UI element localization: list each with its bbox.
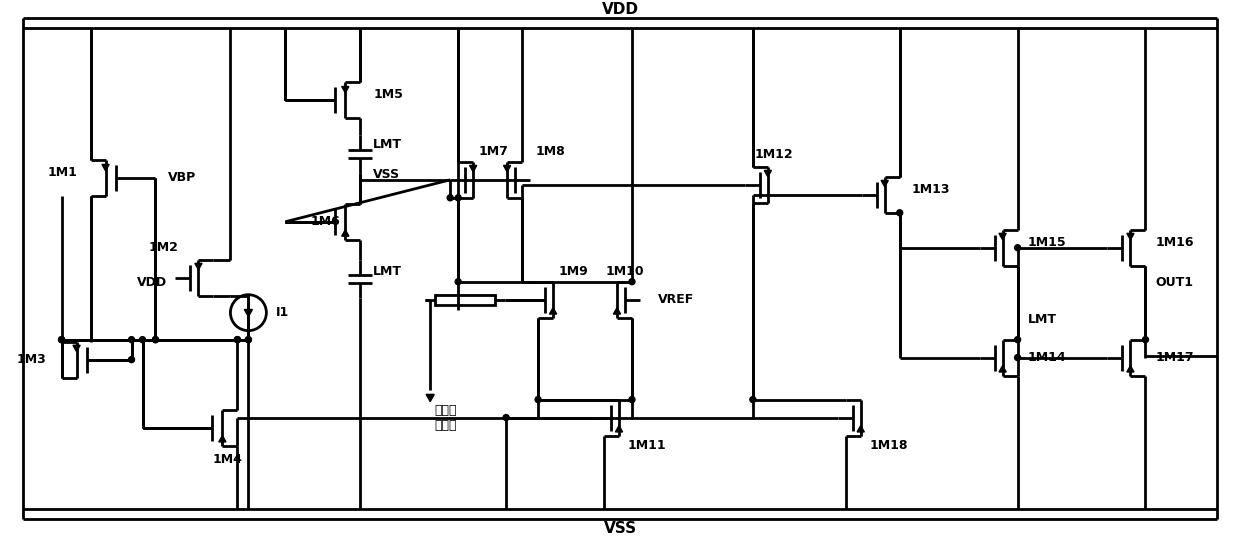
Circle shape	[897, 210, 903, 216]
Text: VBP: VBP	[167, 171, 196, 185]
Circle shape	[129, 357, 134, 363]
Text: 1M4: 1M4	[212, 453, 242, 466]
Circle shape	[58, 337, 64, 343]
Text: I1: I1	[277, 306, 290, 319]
Circle shape	[234, 337, 241, 343]
Text: 1M15: 1M15	[1028, 236, 1066, 249]
Circle shape	[1014, 355, 1021, 360]
Polygon shape	[615, 426, 622, 432]
Polygon shape	[882, 180, 888, 187]
Text: OUT1: OUT1	[1156, 276, 1193, 289]
Circle shape	[503, 415, 510, 421]
Polygon shape	[73, 345, 81, 352]
Text: 1M8: 1M8	[536, 145, 565, 158]
Circle shape	[455, 279, 461, 285]
Polygon shape	[342, 230, 348, 236]
Polygon shape	[764, 171, 771, 177]
Text: VDD: VDD	[601, 3, 639, 18]
Polygon shape	[195, 263, 202, 270]
Text: 1M10: 1M10	[605, 265, 645, 278]
Circle shape	[448, 195, 453, 201]
Text: 1M6: 1M6	[310, 215, 340, 228]
Circle shape	[1014, 245, 1021, 251]
Circle shape	[1142, 337, 1148, 343]
Polygon shape	[470, 165, 476, 172]
Polygon shape	[1127, 366, 1135, 372]
Text: 1M14: 1M14	[1028, 351, 1066, 364]
Text: 1M13: 1M13	[911, 183, 950, 196]
Polygon shape	[244, 309, 253, 317]
Text: 1M18: 1M18	[869, 439, 908, 452]
Text: 1M9: 1M9	[558, 265, 588, 278]
Polygon shape	[549, 308, 557, 314]
Polygon shape	[342, 87, 348, 93]
Text: VDD: VDD	[138, 276, 167, 289]
Polygon shape	[614, 308, 620, 314]
Text: 1M12: 1M12	[755, 148, 794, 161]
Bar	[435, 295, 495, 305]
Circle shape	[129, 337, 134, 343]
Circle shape	[536, 397, 541, 402]
Polygon shape	[218, 436, 226, 442]
Text: 1M1: 1M1	[47, 166, 78, 179]
Circle shape	[153, 337, 159, 343]
Circle shape	[153, 337, 159, 343]
Circle shape	[629, 279, 635, 285]
Text: 1M17: 1M17	[1156, 351, 1194, 364]
Text: 1M2: 1M2	[149, 241, 179, 254]
Circle shape	[455, 195, 461, 201]
Polygon shape	[857, 426, 864, 432]
Circle shape	[1014, 337, 1021, 343]
Circle shape	[58, 337, 64, 343]
Text: 1M16: 1M16	[1156, 236, 1194, 249]
Polygon shape	[427, 394, 434, 401]
Text: LMT: LMT	[1028, 313, 1056, 326]
Circle shape	[246, 337, 252, 343]
Text: VSS: VSS	[373, 168, 401, 181]
Text: 1M11: 1M11	[627, 439, 667, 452]
Text: 1M7: 1M7	[479, 145, 508, 158]
Circle shape	[750, 397, 756, 402]
Text: LMT: LMT	[373, 138, 402, 151]
Polygon shape	[999, 366, 1006, 372]
Text: 1M3: 1M3	[17, 353, 47, 366]
Circle shape	[234, 337, 241, 343]
Text: LMT: LMT	[373, 265, 402, 278]
Circle shape	[140, 337, 145, 343]
Circle shape	[246, 337, 252, 343]
Text: VREF: VREF	[658, 293, 694, 306]
Polygon shape	[999, 233, 1006, 240]
Text: 1M5: 1M5	[373, 88, 403, 101]
Text: 有源天
线偏置: 有源天 线偏置	[434, 404, 456, 431]
Text: VSS: VSS	[604, 521, 636, 536]
Polygon shape	[102, 165, 109, 171]
Circle shape	[629, 397, 635, 402]
Polygon shape	[503, 165, 511, 172]
Polygon shape	[1127, 233, 1135, 240]
